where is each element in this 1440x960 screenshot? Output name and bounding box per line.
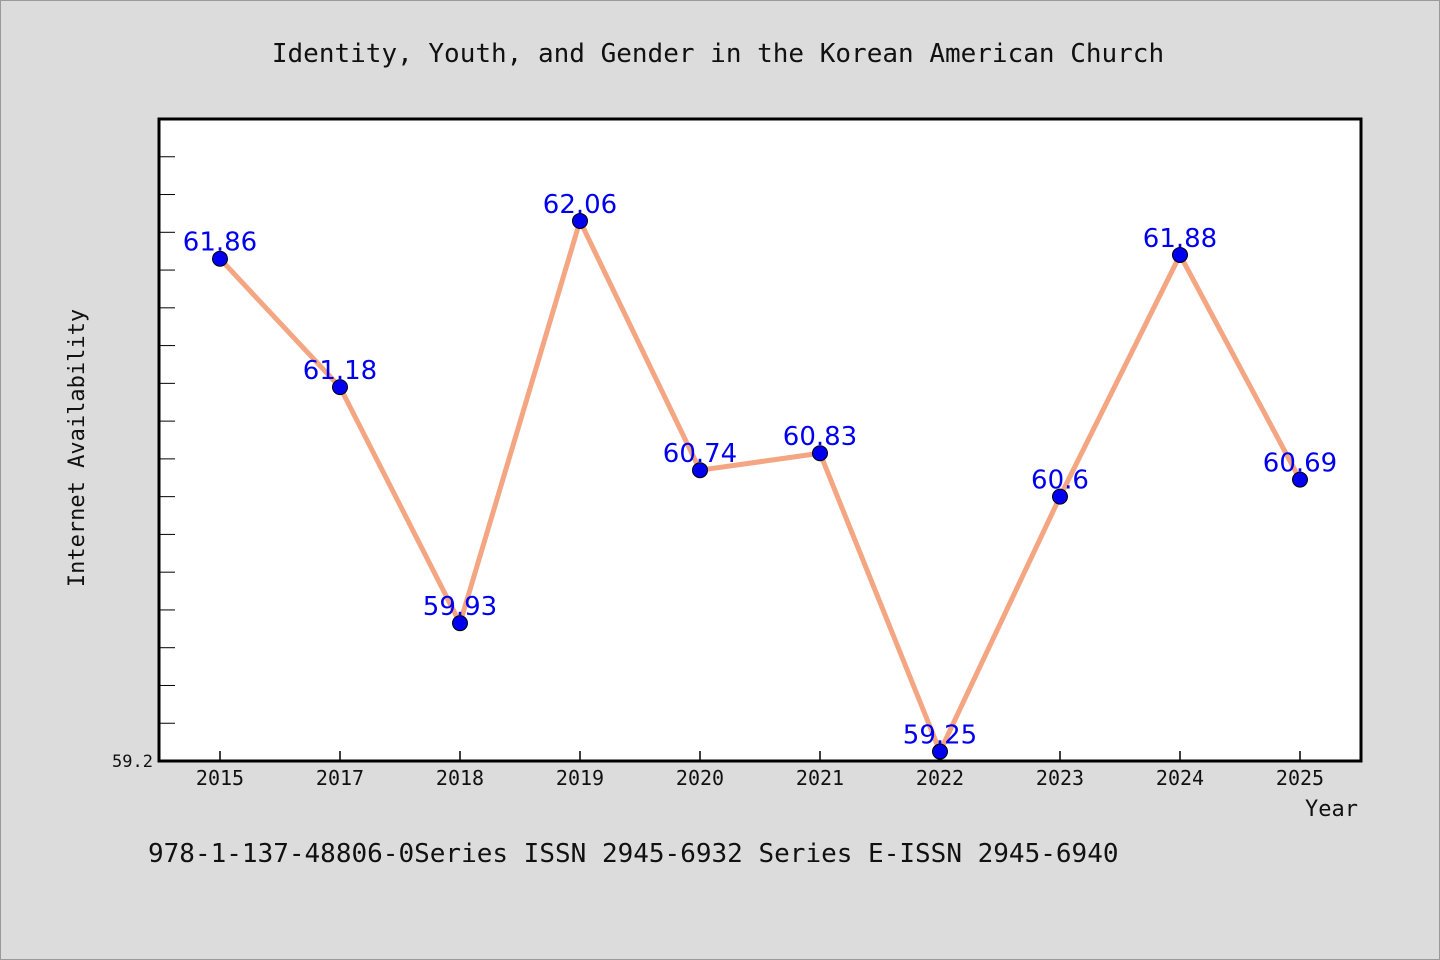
x-tick-label: 2023 <box>1036 766 1084 790</box>
data-point <box>572 212 588 229</box>
x-tick-label: 2021 <box>796 766 844 790</box>
x-axis-label: Year <box>1305 797 1358 822</box>
data-point <box>692 462 708 479</box>
data-point <box>1292 471 1308 488</box>
data-point <box>212 250 228 267</box>
x-tick-label: 2015 <box>196 766 244 790</box>
series-line <box>218 218 1303 755</box>
data-label: 62.06 <box>543 190 617 220</box>
series-layer <box>212 212 1308 760</box>
x-tick-label: 2018 <box>436 766 484 790</box>
data-label: 61.88 <box>1143 224 1217 254</box>
footer-isbn-text: 978-1-137-48806-0Series ISSN 2945-6932 S… <box>148 839 1119 869</box>
data-point <box>812 445 828 462</box>
x-axis-ticks: 2015 2017 2018 2019 2020 2021 2022 2023 2024 2025 <box>196 751 1324 790</box>
data-point <box>332 379 348 396</box>
data-labels-layer: 61.86 61.18 59.93 62.06 60.74 60.83 59.25 60.6 6… <box>183 190 1337 751</box>
y-axis-label: Internet Availability <box>65 309 90 587</box>
data-point <box>452 615 468 632</box>
data-label: 61.86 <box>183 228 257 258</box>
data-point <box>1052 488 1068 505</box>
data-label: 61.18 <box>303 356 377 386</box>
data-label: 60.83 <box>783 422 857 452</box>
x-tick-label: 2024 <box>1156 766 1204 790</box>
x-tick-label: 2019 <box>556 766 604 790</box>
data-point <box>932 743 948 760</box>
y-tick-label: 59.2 <box>112 752 153 772</box>
data-label: 59.93 <box>423 592 497 622</box>
data-label: 60.69 <box>1263 449 1337 479</box>
data-label: 59.25 <box>903 721 977 751</box>
chart-title: Identity, Youth, and Gender in the Korea… <box>272 39 1164 69</box>
data-label: 60.74 <box>663 439 737 469</box>
x-tick-label: 2022 <box>916 766 964 790</box>
y-axis-ticks: 59.2 <box>112 156 175 772</box>
x-tick-label: 2020 <box>676 766 724 790</box>
data-label: 60.6 <box>1031 466 1089 496</box>
x-tick-label: 2017 <box>316 766 364 790</box>
data-point <box>1172 246 1188 263</box>
x-tick-label: 2025 <box>1276 766 1324 790</box>
plot-area <box>157 117 1363 763</box>
